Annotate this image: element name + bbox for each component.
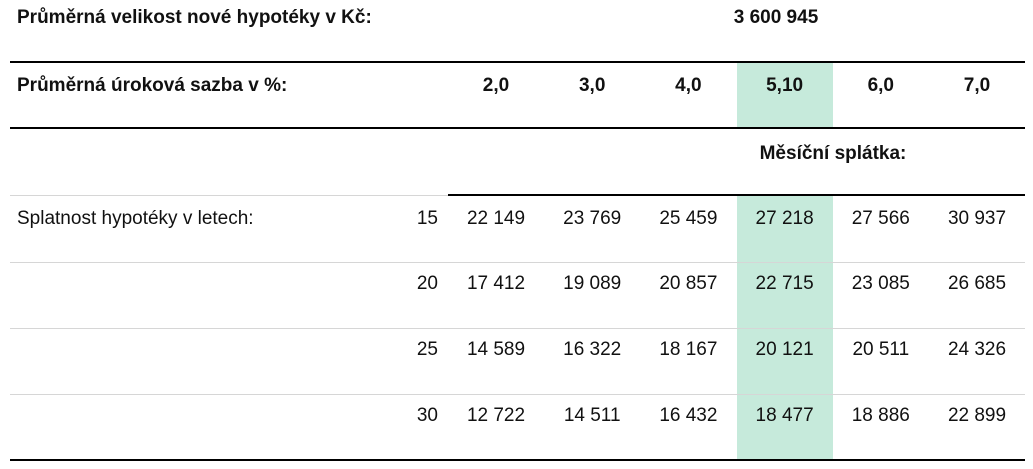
term: 30: [416, 405, 438, 426]
rule: [448, 194, 1025, 196]
payment: 24 326: [947, 339, 1007, 360]
rate: 7,0: [963, 75, 991, 96]
term: 25: [416, 339, 438, 360]
payment: 16 432: [659, 405, 718, 426]
payment: 18 167: [659, 339, 718, 360]
rule: [10, 127, 1025, 129]
payment: 22 149: [466, 208, 526, 229]
payment: 16 322: [563, 339, 622, 360]
rates-label: Průměrná úroková sazba v %:: [17, 75, 288, 96]
payment: 23 769: [563, 208, 622, 229]
rule: [10, 459, 1025, 461]
payment: 20 511: [852, 339, 910, 360]
rate: 2,0: [482, 75, 510, 96]
payment: 19 089: [563, 273, 622, 294]
rate: 3,0: [578, 75, 606, 96]
payment: 22 899: [947, 405, 1007, 426]
header-value: 3 600 945: [733, 7, 819, 28]
rule: [10, 195, 448, 196]
term: 15: [416, 208, 438, 229]
payment: 17 412: [466, 273, 526, 294]
rule: [10, 328, 1025, 329]
table-label: Splatnost hypotéky v letech:: [17, 208, 254, 229]
payment: 12 722: [466, 405, 526, 426]
rate: 5,10: [766, 75, 804, 96]
rule: [10, 61, 1025, 63]
payment: 18 886: [851, 405, 910, 426]
payment: 20 121: [755, 339, 814, 360]
payment: 22 715: [755, 273, 814, 294]
payment: 14 511: [563, 405, 621, 426]
payment: 27 566: [851, 208, 910, 229]
payment: 26 685: [947, 273, 1007, 294]
payment: 14 589: [466, 339, 526, 360]
payment: 23 085: [851, 273, 910, 294]
payment: 27 218: [755, 208, 814, 229]
rate: 6,0: [867, 75, 894, 96]
header-label: Průměrná velikost nové hypotéky v Kč:: [17, 7, 372, 28]
payment: 20 857: [659, 273, 718, 294]
rule: [10, 262, 1025, 263]
payment: 18 477: [755, 405, 814, 426]
term: 20: [416, 273, 438, 294]
rule: [10, 394, 1025, 395]
rate: 4,0: [675, 75, 702, 96]
payment: 30 937: [947, 208, 1007, 229]
highlight: [737, 195, 833, 460]
payment: 25 459: [659, 208, 718, 229]
highlight: [737, 62, 833, 128]
payment-label: Měsíční splátka:: [759, 143, 907, 164]
